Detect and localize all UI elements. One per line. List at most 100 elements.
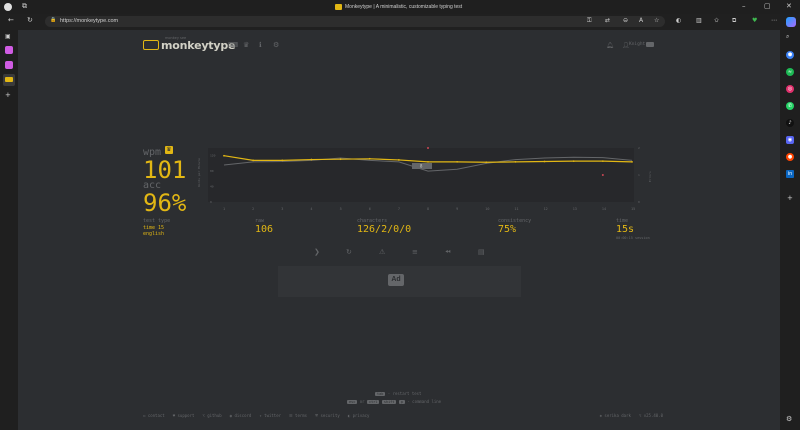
browser-toolbar: ← ↻ 🔒 https://monkeytype.com ⚿ ⇄ ⊖ A ☆ ◐… [0, 14, 800, 30]
address-bar[interactable]: 🔒 https://monkeytype.com ⚿ ⇄ ⊖ A ☆ [45, 16, 665, 27]
back-icon[interactable]: ← [8, 16, 14, 24]
y-axis-left-label: Words per Minute [197, 158, 201, 187]
reddit-icon[interactable]: ● [786, 153, 794, 161]
refresh-icon[interactable]: ↻ [27, 16, 33, 24]
settings-gear-icon[interactable]: ⚙ [273, 41, 280, 49]
version-label: v25.40.0 [643, 413, 663, 418]
session-time: 00:00:15 session [616, 236, 650, 240]
spotify-icon[interactable]: ≈ [786, 68, 794, 76]
tab-title[interactable]: Monkeytype | A minimalistic, customizabl… [345, 4, 463, 10]
leaderboard-crown-icon[interactable]: ♛ [243, 41, 250, 49]
keyboard-logo-icon[interactable] [143, 40, 159, 50]
split-screen-icon[interactable]: ▥ [696, 17, 702, 24]
search-icon[interactable]: ⌕ [786, 33, 790, 40]
translate-icon[interactable]: ⇄ [605, 17, 611, 24]
footer-link-twitter[interactable]: ✦ twitter [259, 413, 282, 418]
replay-rewind-icon[interactable]: ⏪︎ [445, 248, 451, 256]
tab-app-2-icon[interactable] [5, 61, 13, 69]
y-left-tick-label: 80 [210, 169, 214, 173]
logo-text[interactable]: monkeytype [161, 39, 236, 52]
collections-icon[interactable]: ⧉ [732, 17, 737, 24]
user-icon[interactable]: 👤︎ [622, 42, 630, 49]
personal-best-crown-icon: ♛ [165, 146, 173, 154]
characters-value: 126/2/0/0 [357, 224, 412, 235]
wpm-label: wpm [143, 147, 162, 158]
notifications-bell-icon[interactable]: 🔔︎ [606, 42, 614, 49]
discord-label: discord [234, 413, 252, 418]
raw-value: 106 [255, 224, 274, 235]
keyboard-icon[interactable]: ⌨ [228, 41, 239, 49]
copilot-sidebar-icon[interactable] [786, 17, 796, 27]
sidebar-toggle-icon[interactable]: ▣ [5, 33, 11, 40]
x-tick-label: 1 [223, 207, 225, 211]
p-key: p [398, 400, 405, 404]
footer-link-discord[interactable]: ◉ discord [229, 413, 252, 418]
footer-link-privacy[interactable]: ◐ privacy [347, 413, 370, 418]
maximize-icon[interactable]: ▢ [764, 2, 771, 10]
restart-icon[interactable]: ↻ [346, 248, 352, 256]
new-tab-plus-icon[interactable]: + [5, 91, 11, 99]
esc-key: esc [347, 400, 358, 404]
instagram-icon[interactable]: ◎ [786, 85, 794, 93]
tag-icon[interactable]: ⬢ [786, 51, 794, 59]
url-text[interactable]: https://monkeytype.com [60, 18, 119, 24]
wpm-point [427, 160, 429, 163]
site-info-icon[interactable]: 🔒 [50, 17, 57, 23]
y-right-tick-label: 0 [638, 200, 640, 204]
or-text: or [359, 399, 365, 404]
settings-icon[interactable]: ⚙ [786, 415, 793, 423]
minimize-icon[interactable]: – [742, 2, 746, 10]
tab-app-1-icon[interactable] [5, 46, 13, 54]
raw-label: raw [255, 218, 265, 224]
linkedin-icon[interactable]: in [786, 170, 794, 178]
footer-link-github[interactable]: ⌥ github [202, 413, 222, 418]
ad-banner[interactable]: Ad [278, 266, 521, 297]
performance-icon[interactable]: ♥ [752, 17, 758, 24]
footer-link-contact[interactable]: ✉ contact [143, 413, 165, 418]
plus-icon[interactable]: + [787, 194, 793, 202]
read-aloud-icon[interactable]: A [639, 17, 644, 24]
workspaces-icon[interactable]: ⧉ [22, 2, 27, 10]
characters-label: characters [357, 218, 388, 224]
copilot-icon[interactable]: ◐ [676, 17, 682, 24]
close-icon[interactable]: ✕ [786, 2, 792, 10]
x-tick-label: 9 [456, 207, 458, 211]
tiktok-icon[interactable]: ♪ [786, 119, 794, 127]
monkeytype-tab-icon [5, 77, 13, 82]
wpm-point [456, 160, 459, 163]
footer-links: ✉ contact ♥ support ⌥ github ◉ discord ✦… [143, 413, 663, 418]
privacy-label: privacy [352, 413, 370, 418]
key-icon[interactable]: ⚿ [587, 17, 592, 24]
favorite-star-icon[interactable]: ☆ [654, 17, 660, 24]
footer-link-terms[interactable]: ☰ terms [289, 413, 308, 418]
zoom-icon[interactable]: ⊖ [623, 17, 629, 24]
whatsapp-icon[interactable]: ✆ [786, 102, 794, 110]
wpm-point [223, 154, 225, 157]
next-test-icon[interactable]: ❯ [314, 248, 320, 256]
x-tick-label: 11 [514, 207, 518, 211]
x-tick-label: 12 [544, 207, 548, 211]
chart-tooltip [412, 163, 432, 169]
footer-link-support[interactable]: ♥ support [172, 413, 195, 418]
level-badge [646, 42, 654, 47]
version-button[interactable]: ⌥ v25.40.0 [638, 413, 663, 418]
favorites-icon[interactable]: ✩ [714, 17, 720, 24]
discord-icon[interactable]: ◉ [786, 136, 794, 144]
wpm-point [310, 158, 313, 161]
active-tab-highlight[interactable] [3, 74, 15, 86]
result-chart[interactable]: Words per Minute Errors 1 2 3 4 5 6 7 8 9 10 11 12 1… [196, 142, 656, 214]
profile-avatar[interactable] [4, 3, 12, 11]
screenshot-image-icon[interactable]: ▤ [478, 248, 485, 256]
browser-titlebar: ⧉ Monkeytype | A minimalistic, customiza… [0, 0, 800, 14]
missed-words-warning-icon[interactable]: ⚠ [379, 248, 386, 256]
footer-link-security[interactable]: ⛨ security [315, 413, 340, 418]
username[interactable]: Knight [629, 42, 646, 47]
monkeytype-page: monkey see monkeytype ⌨ ♛ ℹ ⚙ 🔔︎ 👤︎ Knig… [18, 30, 780, 430]
wpm-point [485, 161, 488, 164]
menu-icon[interactable]: ⋯ [771, 17, 777, 24]
raw-series-line [223, 156, 633, 172]
theme-button[interactable]: ◈ serika dark [599, 413, 631, 418]
text-lines-icon[interactable]: ≡ [412, 248, 418, 256]
about-info-icon[interactable]: ℹ [259, 41, 262, 49]
command-line-hint-text: - command line [407, 399, 442, 404]
